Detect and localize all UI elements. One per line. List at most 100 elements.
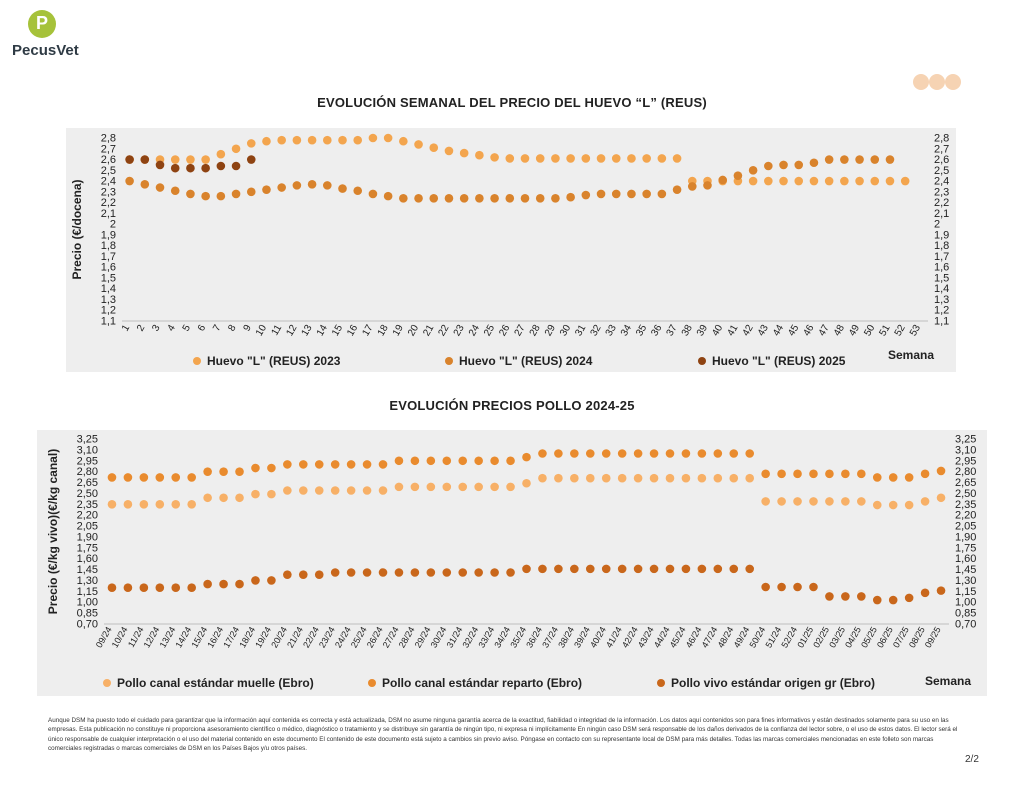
- y-tick-label-left: 1,1: [101, 316, 116, 328]
- x-tick-label: 8: [226, 323, 239, 334]
- data-point-series-2: [611, 189, 621, 199]
- data-point-series-2: [203, 467, 212, 476]
- data-point-series-2: [458, 456, 468, 466]
- page-number: 2/2: [965, 754, 979, 765]
- data-point-series-2: [761, 469, 770, 479]
- data-point-series-2: [346, 460, 356, 469]
- data-point-series-2: [703, 181, 712, 190]
- data-point-series-3: [170, 163, 180, 173]
- data-point-series-2: [840, 155, 849, 164]
- data-point-series-2: [538, 449, 547, 458]
- x-tick-label: 33: [604, 323, 619, 339]
- data-point-series-1: [231, 144, 241, 154]
- data-point-series-2: [809, 158, 819, 168]
- chicken-chart-panel: 0,70 0,70 0,85 0,85 1,00 1,00 1,15 1,15 1,30 1,30…: [37, 430, 987, 696]
- data-point-series-1: [292, 135, 302, 145]
- data-point-series-3: [777, 582, 786, 592]
- data-point-series-1: [368, 133, 378, 143]
- data-point-series-3: [617, 564, 627, 574]
- x-tick-label: 37: [665, 323, 680, 339]
- x-tick-label: 53: [908, 323, 923, 339]
- data-point-series-3: [570, 564, 579, 574]
- data-point-series-3: [761, 582, 770, 592]
- egg-chart-panel: 1,1 1,1 1,2 1,2 1,3 1,3 1,4 1,4 1,5 1,5 1,6 1,6 1,7 1…: [66, 128, 956, 372]
- x-tick-label: 11: [270, 323, 285, 338]
- y-tick-label-right: 2,65: [955, 477, 976, 489]
- data-point-series-3: [203, 579, 212, 589]
- data-point-series-1: [554, 473, 563, 483]
- x-tick-label: 48: [832, 323, 847, 339]
- data-point-series-2: [123, 473, 133, 482]
- x-tick-label: 09/25: [923, 625, 943, 650]
- data-point-series-3: [107, 583, 117, 593]
- y-tick-label-right: 1,4: [934, 283, 949, 295]
- data-point-series-1: [235, 493, 244, 503]
- data-point-series-1: [251, 489, 260, 499]
- data-point-series-1: [522, 478, 531, 488]
- data-point-series-2: [672, 185, 682, 194]
- x-tick-label: 49: [847, 323, 862, 339]
- data-point-series-1: [216, 149, 226, 159]
- x-axis-title: Semana: [925, 674, 971, 688]
- data-point-series-3: [155, 583, 165, 593]
- data-point-series-2: [107, 473, 117, 482]
- decorative-dot: [929, 74, 945, 90]
- data-point-series-3: [231, 161, 241, 171]
- data-point-series-2: [904, 473, 914, 482]
- x-tick-label: 25: [482, 323, 497, 339]
- data-point-series-1: [267, 489, 276, 499]
- data-point-series-1: [697, 473, 707, 483]
- data-point-series-1: [841, 497, 850, 506]
- data-point-series-3: [155, 160, 165, 170]
- x-tick-label: 45: [786, 323, 801, 339]
- x-tick-label: 34: [619, 323, 634, 339]
- x-tick-label: 30: [558, 323, 573, 339]
- x-tick-label: 12: [284, 323, 299, 339]
- legend-label: Huevo "L" (REUS) 2025: [712, 354, 846, 368]
- data-point-series-2: [888, 473, 898, 482]
- data-point-series-3: [729, 564, 739, 574]
- data-point-series-3: [872, 595, 882, 605]
- data-point-series-1: [794, 176, 804, 186]
- data-point-series-2: [362, 460, 372, 469]
- data-point-series-1: [426, 482, 436, 492]
- data-point-series-1: [672, 154, 682, 163]
- data-point-series-1: [459, 148, 469, 158]
- data-point-series-2: [378, 460, 388, 469]
- x-tick-label: 27: [513, 323, 528, 339]
- data-point-series-2: [410, 456, 420, 466]
- y-tick-label-left: 2,1: [101, 208, 116, 220]
- x-axis-title: Semana: [888, 348, 934, 362]
- data-point-series-2: [201, 191, 210, 201]
- data-point-series-1: [551, 154, 560, 163]
- y-tick-label-right: 3,25: [955, 434, 976, 446]
- y-tick-label-left: 1,9: [101, 229, 116, 241]
- legend-label: Huevo "L" (REUS) 2024: [459, 354, 593, 368]
- data-point-series-2: [718, 175, 727, 185]
- y-tick-label-left: 3,25: [77, 434, 98, 446]
- x-tick-label: 21: [421, 323, 436, 339]
- x-tick-label: 40: [710, 323, 725, 339]
- data-point-series-1: [627, 154, 636, 163]
- x-tick-label: 51: [877, 323, 892, 339]
- data-point-series-3: [378, 568, 388, 577]
- legend-marker: [657, 679, 665, 687]
- y-tick-label-right: 1,30: [955, 575, 976, 587]
- data-point-series-2: [277, 183, 286, 192]
- data-point-series-1: [410, 482, 420, 492]
- data-point-series-2: [764, 161, 773, 171]
- y-tick-label-left: 1,60: [77, 553, 98, 565]
- data-point-series-1: [155, 499, 165, 509]
- x-tick-label: 42: [741, 323, 756, 339]
- data-point-series-1: [596, 154, 606, 163]
- data-point-series-1: [611, 154, 621, 163]
- data-point-series-1: [570, 473, 579, 483]
- y-tick-label-left: 2,20: [77, 510, 98, 522]
- y-tick-label-right: 1,90: [955, 531, 976, 543]
- data-point-series-3: [904, 593, 914, 603]
- data-point-series-1: [458, 482, 468, 492]
- data-point-series-3: [123, 583, 133, 593]
- y-tick-label-left: 2,65: [77, 477, 98, 489]
- data-point-series-1: [585, 473, 595, 483]
- y-tick-label-right: 2,2: [934, 197, 949, 209]
